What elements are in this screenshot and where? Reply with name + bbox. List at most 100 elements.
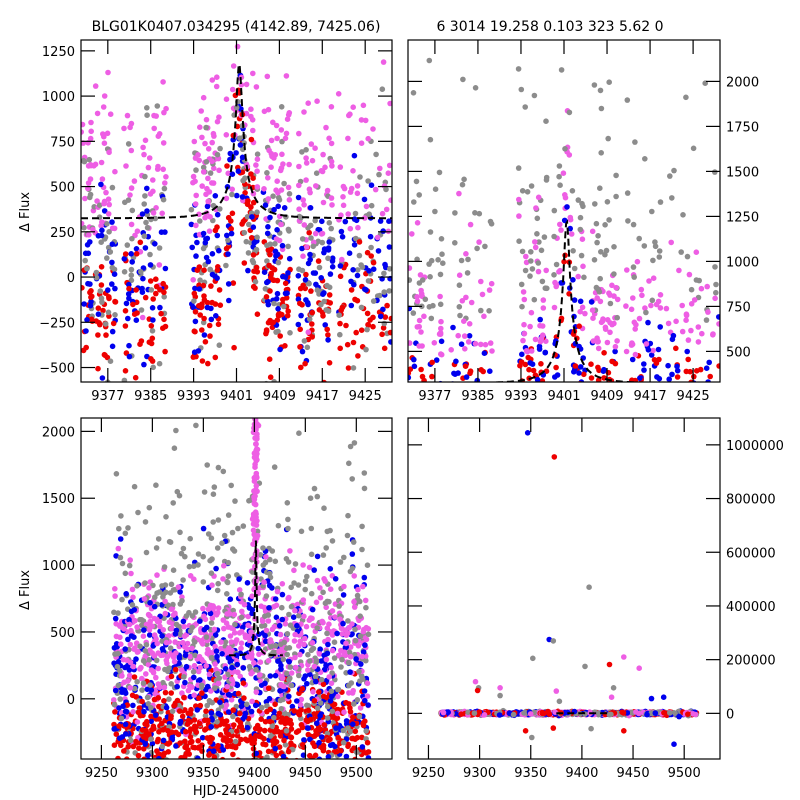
data-point [351, 701, 357, 707]
data-point [354, 592, 361, 599]
data-point [338, 228, 345, 235]
data-point [222, 666, 229, 672]
data-point [666, 385, 672, 391]
data-point [204, 304, 211, 311]
data-point [205, 146, 212, 152]
data-point [249, 651, 255, 658]
data-point [340, 194, 346, 200]
data-point [86, 156, 93, 163]
data-point [122, 368, 129, 374]
data-point [192, 309, 199, 315]
data-point [309, 157, 316, 164]
data-point [115, 650, 121, 657]
data-point [542, 285, 549, 292]
data-point [128, 791, 134, 797]
data-point [538, 335, 545, 342]
data-point [370, 259, 377, 266]
data-point [139, 687, 145, 693]
data-point [253, 162, 259, 168]
data-point [328, 762, 334, 768]
data-point [182, 679, 188, 686]
data-point [116, 723, 122, 729]
data-point [360, 102, 367, 109]
data-point [253, 473, 260, 480]
data-point [363, 728, 370, 734]
data-point [630, 221, 637, 228]
data-point [712, 295, 718, 302]
data-point [641, 367, 647, 373]
data-point [198, 108, 204, 114]
data-point [488, 221, 495, 227]
data-point [231, 722, 237, 728]
data-point [142, 173, 148, 180]
data-point [143, 642, 150, 648]
x-tick-label: 9500 [340, 766, 373, 781]
data-point [229, 669, 236, 676]
data-point [553, 261, 560, 268]
data-point [199, 183, 205, 189]
data-point [297, 344, 303, 350]
data-point [260, 545, 266, 551]
data-point [365, 749, 372, 755]
data-point [358, 140, 365, 146]
data-point [160, 196, 167, 203]
data-point [109, 184, 116, 191]
data-point [364, 680, 371, 687]
data-point [204, 683, 211, 690]
data-point [127, 685, 134, 691]
data-point [562, 146, 568, 152]
data-point [279, 242, 286, 249]
data-point [201, 293, 207, 299]
data-point [269, 548, 276, 554]
data-point [417, 272, 424, 278]
data-point [297, 326, 304, 333]
data-point [186, 563, 193, 570]
data-point [414, 298, 421, 305]
data-point [154, 640, 160, 647]
data-point [314, 287, 321, 294]
data-point [612, 343, 619, 350]
data-point [347, 225, 354, 232]
data-point [543, 368, 550, 375]
data-point [185, 687, 192, 694]
data-point [189, 613, 196, 619]
data-point [716, 363, 720, 369]
data-point [101, 93, 108, 99]
data-point [101, 208, 108, 214]
data-point [568, 231, 575, 237]
data-point [274, 290, 281, 297]
data-point [162, 348, 168, 355]
data-point [176, 782, 182, 788]
data-point [225, 775, 231, 781]
data-point [271, 464, 278, 470]
data-point [650, 275, 657, 282]
data-point [173, 743, 179, 749]
data-point [641, 243, 648, 249]
data-point [173, 621, 180, 628]
data-point [308, 551, 315, 558]
data-point [650, 347, 656, 354]
data-point [337, 787, 343, 793]
data-point [171, 658, 178, 665]
data-point [314, 625, 321, 631]
data-point [106, 201, 112, 208]
data-point [250, 259, 257, 266]
data-point [251, 496, 258, 503]
data-point [178, 667, 185, 673]
data-point [254, 184, 261, 190]
data-point [310, 243, 317, 250]
data-point [274, 178, 281, 184]
data-point [123, 731, 129, 737]
data-point [143, 549, 150, 556]
data-point [183, 663, 190, 670]
data-point [299, 245, 305, 252]
data-point [95, 332, 101, 338]
data-point [126, 616, 132, 623]
data-point [368, 253, 375, 259]
data-point [130, 301, 136, 308]
data-point [291, 708, 298, 714]
data-point [261, 604, 268, 611]
data-point [432, 437, 438, 443]
data-point [645, 347, 652, 353]
data-point [265, 175, 271, 181]
